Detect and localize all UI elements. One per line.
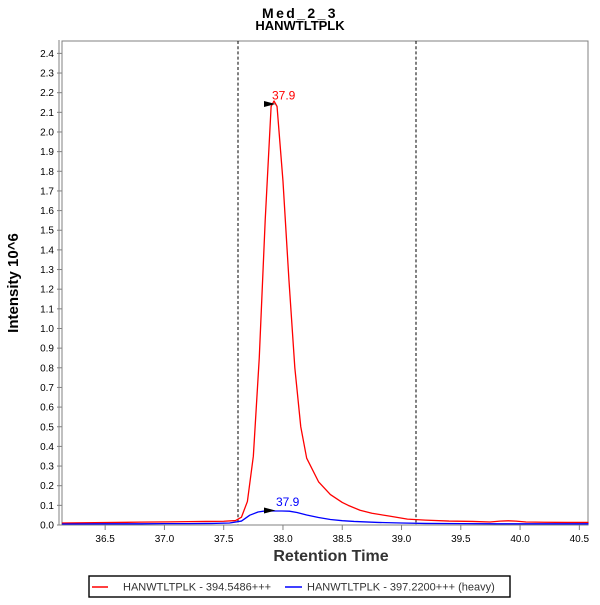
- svg-text:37.9: 37.9: [272, 89, 296, 103]
- svg-text:1.5: 1.5: [40, 226, 54, 237]
- svg-text:1.7: 1.7: [40, 186, 54, 197]
- svg-text:1.1: 1.1: [40, 304, 54, 315]
- svg-text:1.3: 1.3: [40, 265, 54, 276]
- svg-text:Retention Time: Retention Time: [273, 548, 388, 565]
- svg-text:37.0: 37.0: [155, 534, 175, 545]
- svg-text:2.1: 2.1: [40, 108, 54, 119]
- svg-text:38.0: 38.0: [273, 534, 293, 545]
- svg-text:36.5: 36.5: [95, 534, 115, 545]
- svg-text:40.5: 40.5: [570, 534, 590, 545]
- svg-text:2.3: 2.3: [40, 69, 54, 80]
- svg-text:0.0: 0.0: [40, 521, 54, 532]
- svg-text:0.8: 0.8: [40, 363, 54, 374]
- svg-text:1.0: 1.0: [40, 324, 54, 335]
- svg-text:HANWTLTPLK - 397.2200+++ (heav: HANWTLTPLK - 397.2200+++ (heavy): [307, 582, 495, 594]
- svg-text:38.5: 38.5: [333, 534, 353, 545]
- svg-text:0.6: 0.6: [40, 403, 54, 414]
- svg-text:39.0: 39.0: [392, 534, 412, 545]
- svg-text:Intensity 10^6: Intensity 10^6: [5, 233, 22, 333]
- svg-text:37.9: 37.9: [276, 495, 300, 509]
- svg-text:37.5: 37.5: [214, 534, 234, 545]
- svg-text:2.4: 2.4: [40, 49, 54, 60]
- svg-text:0.2: 0.2: [40, 481, 54, 492]
- svg-text:0.1: 0.1: [40, 501, 54, 512]
- svg-text:1.2: 1.2: [40, 285, 54, 296]
- svg-text:0.3: 0.3: [40, 462, 54, 473]
- svg-text:40.0: 40.0: [510, 534, 530, 545]
- svg-text:HANWTLTPLK - 394.5486+++: HANWTLTPLK - 394.5486+++: [123, 582, 271, 594]
- svg-text:1.4: 1.4: [40, 245, 54, 256]
- svg-text:0.5: 0.5: [40, 422, 54, 433]
- svg-text:1.8: 1.8: [40, 167, 54, 178]
- svg-text:2.2: 2.2: [40, 88, 54, 99]
- svg-text:0.7: 0.7: [40, 383, 54, 394]
- svg-text:39.5: 39.5: [451, 534, 471, 545]
- svg-text:0.9: 0.9: [40, 344, 54, 355]
- svg-text:2.0: 2.0: [40, 127, 54, 138]
- svg-text:0.4: 0.4: [40, 442, 54, 453]
- svg-text:1.9: 1.9: [40, 147, 54, 158]
- svg-text:1.6: 1.6: [40, 206, 54, 217]
